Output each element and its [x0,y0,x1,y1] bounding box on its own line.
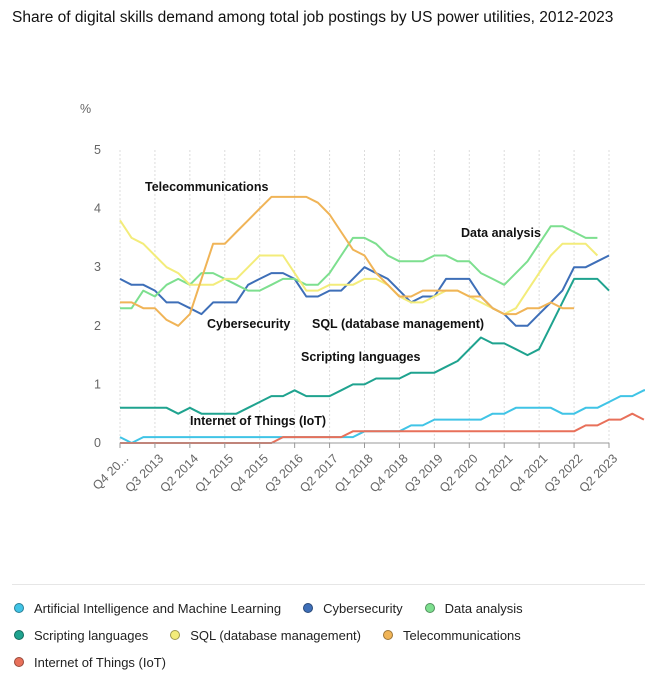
legend-item: Scripting languages [14,627,148,643]
legend-item: Artificial Intelligence and Machine Lear… [14,600,281,616]
y-tick-label: 0 [94,436,101,450]
series-line-telecommunications [120,195,575,327]
annotation-sql-database-management: SQL (database management) [312,317,484,331]
legend-item: SQL (database management) [170,627,361,643]
series-line-data-analysis [120,225,598,310]
y-axis-label: % [80,102,91,116]
y-tick-label: 5 [94,143,101,157]
legend-swatch [383,630,393,640]
legend-item: Data analysis [424,600,523,616]
legend-label: Data analysis [444,600,523,616]
legend-swatch [303,603,314,613]
legend-item: Telecommunications [383,627,521,643]
series-line-scripting-languages [120,277,610,415]
legend-divider [12,584,645,585]
annotation-layer: Telecommunications Data analysis Cybersecu… [145,180,541,428]
grid-layer [119,150,610,443]
series-line-cybersecurity [119,254,610,327]
annotation-scripting-languages: Scripting languages [301,350,421,364]
y-tick-label: 2 [94,319,101,333]
series-layer [119,195,645,444]
y-tick-label: 3 [94,260,101,274]
annotation-telecommunications: Telecommunications [145,180,268,194]
legend: Artificial Intelligence and Machine Lear… [14,600,639,681]
legend-swatch [14,657,24,667]
y-tick-label: 1 [94,377,101,391]
legend-swatch [14,603,24,613]
chart-title: Share of digital skills demand among tot… [12,9,614,26]
x-tick-label: Q2 2023 [577,451,621,495]
legend-label: Telecommunications [403,627,521,643]
annotation-cybersecurity: Cybersecurity [207,317,290,331]
legend-item: Cybersecurity [303,600,403,616]
legend-label: Cybersecurity [323,600,403,616]
legend-swatch [170,630,181,640]
legend-swatch [14,630,24,640]
legend-label: SQL (database management) [190,627,361,643]
annotation-data-analysis: Data analysis [461,226,541,240]
legend-swatch [424,603,435,613]
legend-label: Internet of Things (IoT) [34,654,166,670]
legend-item: Internet of Things (IoT) [14,654,166,670]
legend-label: Artificial Intelligence and Machine Lear… [34,600,282,616]
y-tick-label: 4 [94,202,101,216]
legend-label: Scripting languages [34,627,149,643]
annotation-internet-of-things-iot: Internet of Things (IoT) [190,414,326,428]
